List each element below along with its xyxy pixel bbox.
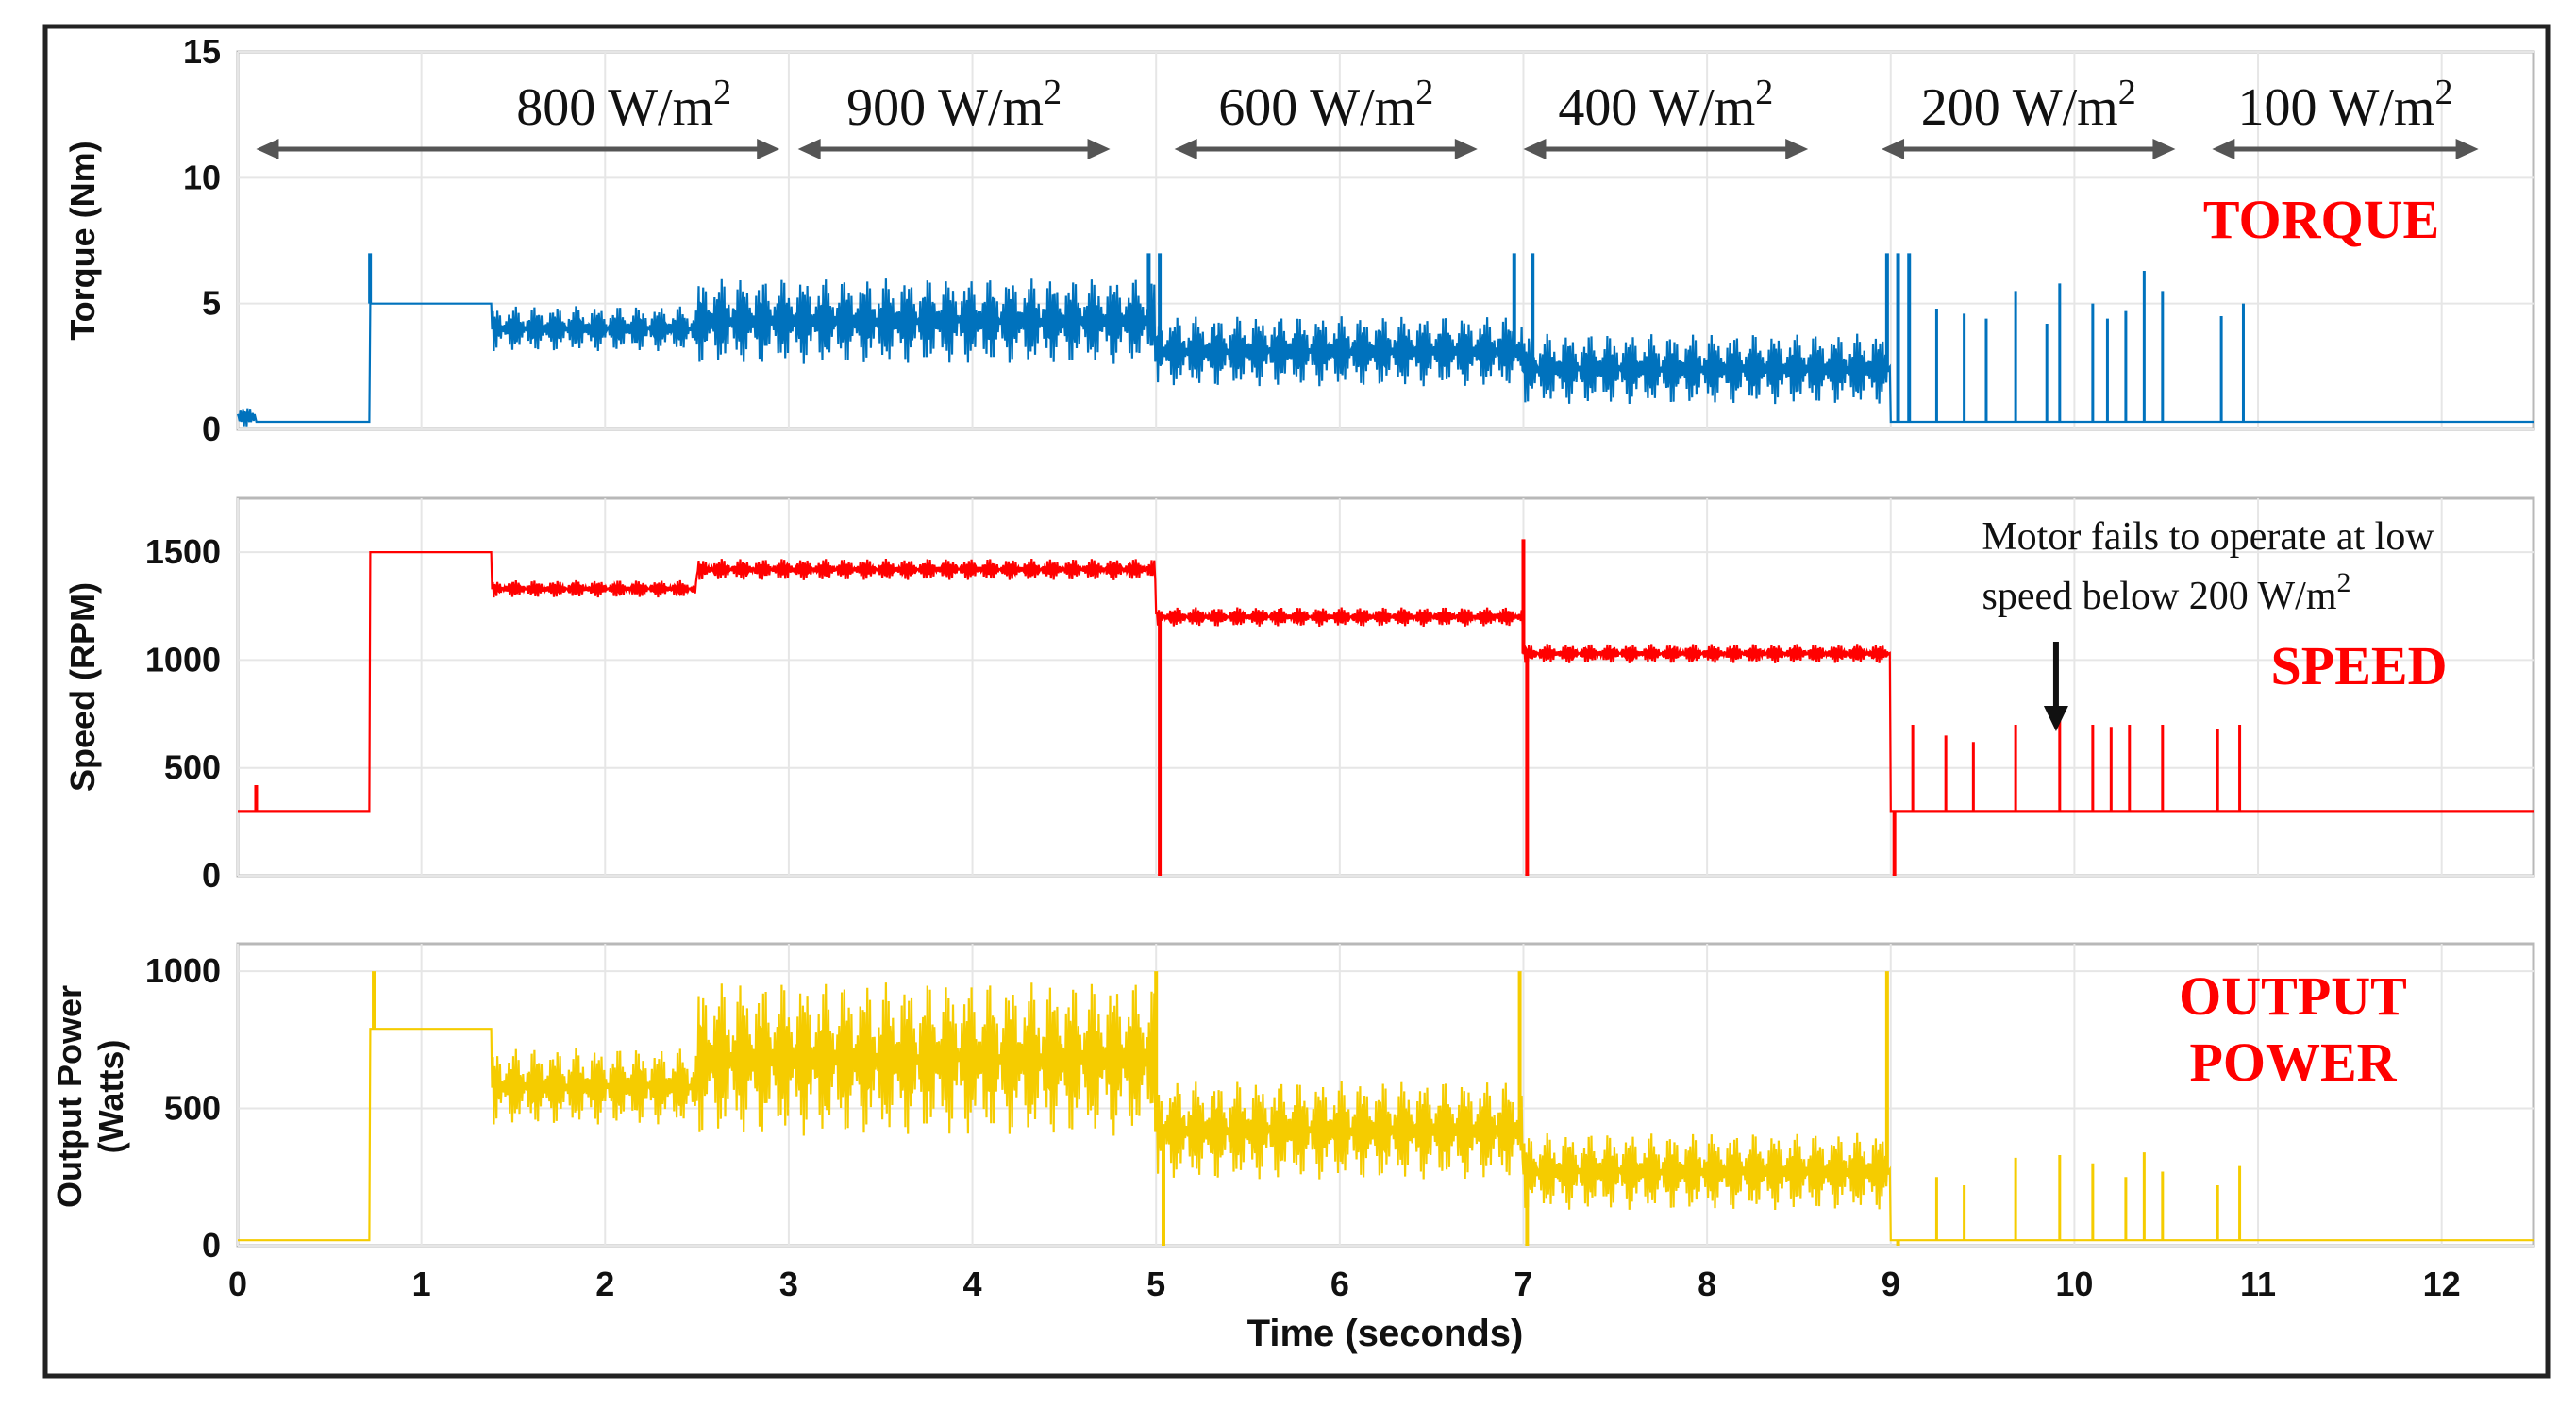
y-tick-label: 0 bbox=[202, 856, 221, 895]
y-tick-label: 5 bbox=[202, 284, 221, 323]
band-arrow-right-head bbox=[1454, 139, 1478, 159]
output-label: OUTPUT bbox=[2179, 965, 2407, 1027]
x-tick-label: 3 bbox=[779, 1265, 798, 1303]
band-arrow-left-head bbox=[1523, 139, 1547, 159]
y-tick-label: 500 bbox=[164, 748, 221, 787]
annotation-arrow-head bbox=[2043, 706, 2068, 731]
y-tick-label: 0 bbox=[202, 410, 221, 448]
power-trace bbox=[238, 971, 2534, 1246]
power-line bbox=[238, 982, 2534, 1242]
irradiance-label: 800 W/m2 bbox=[516, 73, 731, 137]
irradiance-value: 900 W/m bbox=[846, 78, 1044, 137]
band-arrow-left-head bbox=[1174, 139, 1197, 159]
x-tick-label: 2 bbox=[595, 1265, 614, 1303]
irradiance-label: 600 W/m2 bbox=[1218, 73, 1433, 137]
x-tick-label: 7 bbox=[1514, 1265, 1532, 1303]
power-y-ticks: 0 500 1000 bbox=[145, 951, 221, 1265]
irradiance-value: 100 W/m bbox=[2238, 78, 2435, 137]
band-arrow-left-head bbox=[2212, 139, 2235, 159]
x-axis-ticks: 0 1 2 3 4 5 6 7 8 9 10 11 12 bbox=[228, 1265, 2461, 1303]
irradiance-label: 400 W/m2 bbox=[1558, 73, 1773, 137]
x-tick-label: 5 bbox=[1146, 1265, 1165, 1303]
irradiance-bands: 800 W/m2 900 W/m2 600 W/m2 400 W/m2 200 W/m2… bbox=[256, 73, 2479, 159]
irradiance-exponent: 2 bbox=[1044, 73, 1062, 112]
y-tick-label: 500 bbox=[164, 1089, 221, 1128]
band-arrow-right-head bbox=[1087, 139, 1111, 159]
speed-trace bbox=[238, 539, 2534, 876]
band-arrow-right-head bbox=[2152, 139, 2176, 159]
annotation-arrow bbox=[2043, 642, 2068, 731]
band-arrow-right-head bbox=[757, 139, 780, 159]
irradiance-label: 900 W/m2 bbox=[846, 73, 1062, 137]
x-tick-label: 6 bbox=[1330, 1265, 1349, 1303]
irradiance-label: 200 W/m2 bbox=[1921, 73, 2136, 137]
x-tick-label: 9 bbox=[1882, 1265, 1900, 1303]
x-tick-label: 4 bbox=[963, 1265, 982, 1303]
y-tick-label: 1000 bbox=[145, 640, 221, 679]
speed-plot-area bbox=[236, 496, 2535, 878]
band-arrow-left-head bbox=[1882, 139, 1905, 159]
irradiance-value: 800 W/m bbox=[516, 78, 713, 137]
band-arrow-right-head bbox=[2455, 139, 2479, 159]
speed-label: SPEED bbox=[2271, 635, 2448, 696]
torque-panel: 0 5 10 15 Torque (Nm) TORQUE bbox=[63, 32, 2535, 448]
y-tick-label: 15 bbox=[183, 32, 221, 71]
speed-y-axis-label: Speed (RPM) bbox=[63, 582, 102, 792]
y-tick-label: 0 bbox=[202, 1226, 221, 1265]
irradiance-exponent: 2 bbox=[1415, 73, 1433, 112]
power-y-axis-label: Output Power(Watts) bbox=[50, 985, 130, 1208]
irradiance-label: 100 W/m2 bbox=[2238, 73, 2453, 137]
x-tick-label: 11 bbox=[2240, 1265, 2276, 1303]
irradiance-value: 600 W/m bbox=[1218, 78, 1415, 137]
band-arrow-left-head bbox=[256, 139, 279, 159]
x-tick-label: 10 bbox=[2055, 1265, 2093, 1303]
x-tick-label: 0 bbox=[228, 1265, 247, 1303]
y-tick-label: 10 bbox=[183, 158, 221, 196]
speed-panel: 0 500 1000 1500 Speed (RPM) SPEED Motor fai… bbox=[63, 496, 2535, 895]
x-tick-label: 1 bbox=[412, 1265, 431, 1303]
annotation-line-2: speed below 200 W/m2 bbox=[1982, 567, 2351, 618]
band-arrow-right-head bbox=[1785, 139, 1809, 159]
band-arrow-left-head bbox=[797, 139, 821, 159]
speed-line bbox=[238, 551, 2534, 813]
torque-trace bbox=[236, 253, 2534, 427]
torque-label: TORQUE bbox=[2203, 189, 2439, 250]
power-label: POWER bbox=[2189, 1031, 2397, 1093]
x-axis-label: Time (seconds) bbox=[1247, 1313, 1524, 1354]
annotation-line-1: Motor fails to operate at low bbox=[1982, 515, 2434, 559]
x-tick-label: 12 bbox=[2423, 1265, 2461, 1303]
irradiance-exponent: 2 bbox=[1755, 73, 1773, 112]
irradiance-value: 200 W/m bbox=[1921, 78, 2118, 137]
y-tick-label: 1500 bbox=[145, 532, 221, 571]
power-panel: 0 500 1000 Output Power(Watts) OUTPUT POWE… bbox=[50, 942, 2535, 1265]
torque-y-axis-label: Torque (Nm) bbox=[63, 141, 102, 340]
torque-y-ticks: 0 5 10 15 bbox=[183, 32, 221, 448]
x-tick-label: 8 bbox=[1698, 1265, 1716, 1303]
irradiance-exponent: 2 bbox=[2434, 73, 2452, 112]
irradiance-value: 400 W/m bbox=[1558, 78, 1755, 137]
speed-y-ticks: 0 500 1000 1500 bbox=[145, 532, 221, 895]
y-tick-label: 1000 bbox=[145, 951, 221, 990]
irradiance-exponent: 2 bbox=[713, 73, 731, 112]
torque-line bbox=[236, 278, 2534, 427]
irradiance-exponent: 2 bbox=[2118, 73, 2136, 112]
